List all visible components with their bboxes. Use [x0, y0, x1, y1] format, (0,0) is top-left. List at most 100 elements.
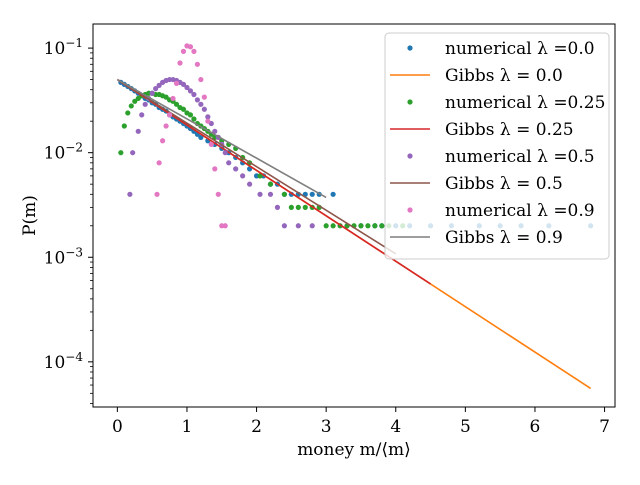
series-2-point — [267, 181, 274, 187]
series-2-point — [125, 110, 131, 116]
series-6-point — [198, 76, 204, 83]
series-2-point — [132, 98, 138, 104]
legend-label: Gibbs λ = 0.5 — [445, 174, 563, 194]
x-axis-label: money m/⟨m⟩ — [297, 440, 411, 460]
series-6-point — [215, 191, 221, 197]
series-4-point — [274, 204, 281, 210]
series-4-point — [295, 223, 301, 229]
series-4-point — [191, 91, 197, 98]
axes: 0 1 2 3 4 5 6 7 10−4 10−3 10−2 10−1 money m/⟨m⟩ P(m) — [20, 23, 616, 460]
series-4-point — [226, 160, 232, 166]
legend-label: numerical λ =0.9 — [445, 201, 595, 221]
y-axis-label: P(m) — [20, 195, 40, 236]
series-2-point — [330, 223, 336, 229]
series-3-line — [116, 78, 431, 285]
y-tick-label: 10−1 — [44, 36, 83, 59]
series-7-line — [116, 78, 327, 199]
series-2-point — [187, 112, 194, 118]
series-2-point — [323, 223, 329, 229]
series-0-point — [330, 191, 336, 197]
series-4-point — [139, 112, 145, 118]
series-6-point — [205, 118, 211, 124]
series-4-points — [127, 76, 315, 229]
y-tick-label: 10−3 — [44, 245, 83, 268]
series-4-point — [233, 166, 239, 172]
x-tick-label: 7 — [599, 417, 610, 437]
y-tick-label: 10−2 — [44, 141, 83, 164]
series-4-point — [142, 101, 148, 107]
series-2-point — [302, 204, 308, 210]
x-tick-label: 4 — [390, 417, 401, 437]
series-6-point — [154, 191, 160, 197]
series-4-point — [127, 191, 133, 197]
series-2-point — [128, 103, 134, 109]
series-4-point — [184, 84, 190, 91]
series-4-point — [222, 150, 228, 156]
series-4-point — [240, 173, 246, 179]
series-2-point — [288, 204, 294, 210]
series-4-point — [130, 150, 136, 156]
series-6-point — [156, 160, 162, 166]
x-tick-label: 2 — [251, 417, 262, 437]
series-4-point — [156, 82, 162, 88]
legend-point-swatch — [407, 99, 413, 105]
series-2-point — [257, 173, 263, 179]
legend-label: numerical λ =0.0 — [445, 39, 595, 59]
series-2-point — [121, 123, 127, 129]
y-tick-label: 10−4 — [44, 350, 84, 373]
series-6-point — [180, 48, 187, 55]
series-4-point — [205, 114, 211, 120]
series-6-point — [201, 94, 207, 100]
legend-label: numerical λ =0.25 — [445, 93, 605, 113]
legend: numerical λ =0.0 Gibbs λ = 0.0 numerical λ… — [384, 32, 610, 260]
series-4-point — [281, 223, 287, 229]
series-2-point — [295, 204, 301, 210]
series-6-point — [166, 112, 173, 118]
series-2-point — [372, 223, 378, 229]
series-6-point — [212, 166, 218, 172]
series-6-points — [154, 43, 228, 229]
plot-frame — [92, 23, 616, 408]
series-6-point — [177, 60, 183, 66]
series-4-point — [198, 101, 204, 107]
series-6-point — [163, 123, 169, 129]
series-2-point — [180, 106, 187, 112]
series-6-point — [173, 80, 180, 86]
series-6-point — [187, 44, 194, 50]
series-4-point — [201, 106, 207, 112]
series-2-point — [173, 101, 180, 107]
series-6-point — [191, 48, 197, 55]
series-4-point — [153, 86, 159, 92]
series-0-point — [309, 191, 315, 197]
series-2-point — [118, 150, 124, 156]
series-4-point — [267, 191, 274, 197]
series-4-point — [212, 128, 218, 134]
legend-label: Gibbs λ = 0.0 — [445, 66, 563, 86]
legend-label: Gibbs λ = 0.25 — [445, 120, 574, 140]
series-4-point — [257, 191, 263, 197]
x-tick-label: 1 — [182, 417, 193, 437]
series-4-point — [149, 90, 155, 96]
legend-point-swatch — [407, 45, 413, 51]
x-tick-label: 5 — [460, 417, 471, 437]
series-5-line — [116, 78, 397, 255]
series-4-point — [180, 81, 187, 87]
series-6-point — [208, 141, 214, 147]
series-4-point — [247, 181, 253, 187]
x-tick-label: 0 — [112, 417, 123, 437]
legend-box — [384, 32, 610, 260]
x-tick-label: 6 — [530, 417, 541, 437]
x-tick-label: 3 — [321, 417, 332, 437]
legend-label: Gibbs λ = 0.9 — [445, 228, 563, 248]
legend-point-swatch — [407, 207, 413, 213]
series-6-point — [194, 61, 200, 67]
legend-point-swatch — [407, 153, 413, 159]
series-2-point — [358, 223, 364, 229]
series-4-point — [194, 97, 200, 103]
series-0-point — [198, 134, 204, 140]
series-2-point — [365, 223, 371, 229]
series-2-point — [379, 223, 385, 229]
series-6-point — [170, 95, 176, 102]
